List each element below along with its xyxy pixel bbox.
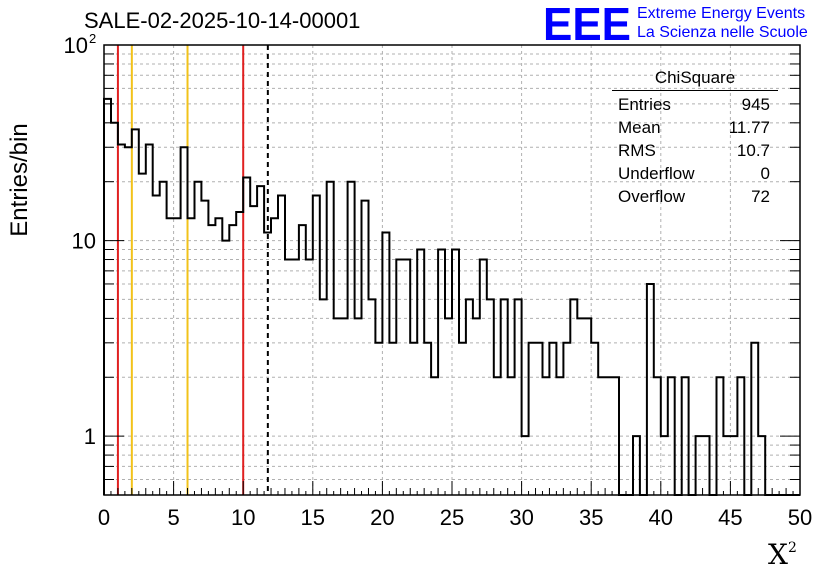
axis-ticks [103,53,801,496]
stats-label: Mean [618,118,661,137]
histogram-outline [103,97,800,496]
stats-row-entries: Entries 945 [612,93,778,116]
stats-label: Entries [618,95,671,114]
stats-value: 945 [741,95,770,114]
x-tick-label: 10 [231,505,255,530]
logo-line-1: Extreme Energy Events [637,5,806,22]
stats-box: ChiSquare Entries 945 Mean 11.77 RMS 10.7 U… [612,68,778,208]
x-tick-label: 0 [98,505,110,530]
x-tick-labels: 0 5 10 15 20 25 30 35 40 45 50 [98,505,812,530]
x-tick-label: 40 [649,505,673,530]
y-tick-label: 10 [64,33,88,58]
marker-lines [116,45,269,495]
x-tick-label: 50 [788,505,812,530]
stats-row-overflow: Overflow 72 [612,185,778,208]
chart-title: SALE-02-2025-10-14-00001 [84,8,361,33]
x-tick-label: 45 [718,505,742,530]
x-tick-label: 20 [370,505,394,530]
x-tick-label: 25 [440,505,464,530]
logo-line-2: La Scienza nelle Scuole [637,24,808,41]
x-tick-label: 15 [301,505,325,530]
stats-row-underflow: Underflow 0 [612,162,778,185]
stats-row-rms: RMS 10.7 [612,139,778,162]
logo-text: Extreme Energy Events La Scienza nelle S… [637,4,808,42]
x-tick-label: 30 [509,505,533,530]
x-axis-label: X2 [768,538,797,571]
stats-row-mean: Mean 11.77 [612,116,778,139]
x-axis-label-sup: 2 [787,540,797,556]
eee-logo-icon: EEE [543,2,631,44]
x-tick-label: 35 [579,505,603,530]
stats-value: 0 [760,164,770,183]
y-tick-label: 10 [72,229,96,254]
stats-value: 10.7 [736,141,770,160]
y-tick-label-sup: 2 [89,31,96,46]
logo-mark: EEE [543,2,631,44]
stats-label: Underflow [618,164,695,183]
stats-value: 72 [751,187,770,206]
y-tick-label: 1 [84,424,96,449]
x-tick-label: 5 [167,505,179,530]
stats-value: 11.77 [728,118,770,137]
stats-label: Overflow [618,187,686,206]
stats-title: ChiSquare [612,68,778,91]
stats-label: RMS [618,141,656,160]
x-axis-label-base: X [768,538,788,571]
